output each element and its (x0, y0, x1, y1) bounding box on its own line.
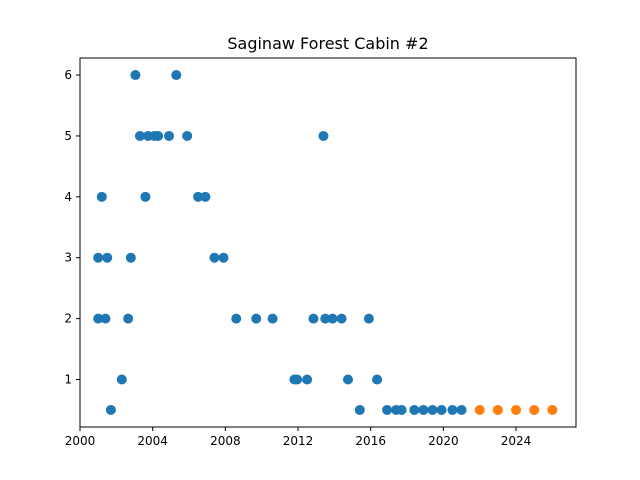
x-tick-label: 2020 (428, 434, 459, 448)
data-point (200, 191, 211, 202)
data-point (164, 130, 175, 141)
data-point (320, 313, 331, 324)
data-point (267, 313, 278, 324)
data-point (93, 313, 104, 324)
y-tick-label: 2 (64, 312, 72, 326)
x-axis: 2000 2004 2008 2012 2016 2020 2024 (65, 427, 532, 448)
y-tick-label: 4 (64, 190, 72, 204)
data-point (436, 404, 447, 415)
data-point (342, 374, 353, 385)
data-point (318, 130, 329, 141)
data-point (193, 191, 204, 202)
data-point (511, 404, 522, 415)
data-point (182, 130, 193, 141)
data-point (529, 404, 540, 415)
data-point (409, 404, 420, 415)
data-point (474, 404, 485, 415)
y-tick-label: 3 (64, 251, 72, 265)
data-point (171, 70, 182, 81)
chart-title: Saginaw Forest Cabin #2 (227, 34, 428, 53)
data-point (418, 404, 429, 415)
data-point (116, 374, 127, 385)
data-point (153, 130, 164, 141)
data-point (130, 70, 141, 81)
x-tick-label: 2000 (65, 434, 96, 448)
y-tick-label: 6 (64, 68, 72, 82)
data-point (251, 313, 262, 324)
data-point (231, 313, 242, 324)
plot-frame (79, 57, 577, 428)
data-point (105, 404, 116, 415)
data-point (336, 313, 347, 324)
data-point (447, 404, 458, 415)
x-tick-label: 2004 (137, 434, 168, 448)
data-point (100, 313, 111, 324)
data-point (372, 374, 383, 385)
y-tick-label: 5 (64, 129, 72, 143)
data-point (427, 404, 438, 415)
data-point (327, 313, 338, 324)
data-point (93, 252, 104, 263)
data-point (134, 130, 145, 141)
x-tick-label: 2024 (501, 434, 532, 448)
data-point (308, 313, 319, 324)
y-axis: 1 2 3 4 5 6 (64, 68, 80, 387)
data-point (292, 374, 303, 385)
data-point (218, 252, 229, 263)
y-tick-label: 1 (64, 373, 72, 387)
data-point (354, 404, 365, 415)
data-point (547, 404, 558, 415)
data-point (125, 252, 136, 263)
data-point (363, 313, 374, 324)
data-point (123, 313, 134, 324)
x-tick-label: 2012 (283, 434, 314, 448)
data-point (492, 404, 503, 415)
data-point (382, 404, 393, 415)
data-point (140, 191, 151, 202)
data-point (302, 374, 313, 385)
data-point (396, 404, 407, 415)
x-tick-label: 2008 (210, 434, 241, 448)
data-points (93, 70, 558, 415)
data-point (96, 191, 107, 202)
data-point (209, 252, 220, 263)
x-tick-label: 2016 (355, 434, 386, 448)
data-point (102, 252, 113, 263)
data-point (456, 404, 467, 415)
